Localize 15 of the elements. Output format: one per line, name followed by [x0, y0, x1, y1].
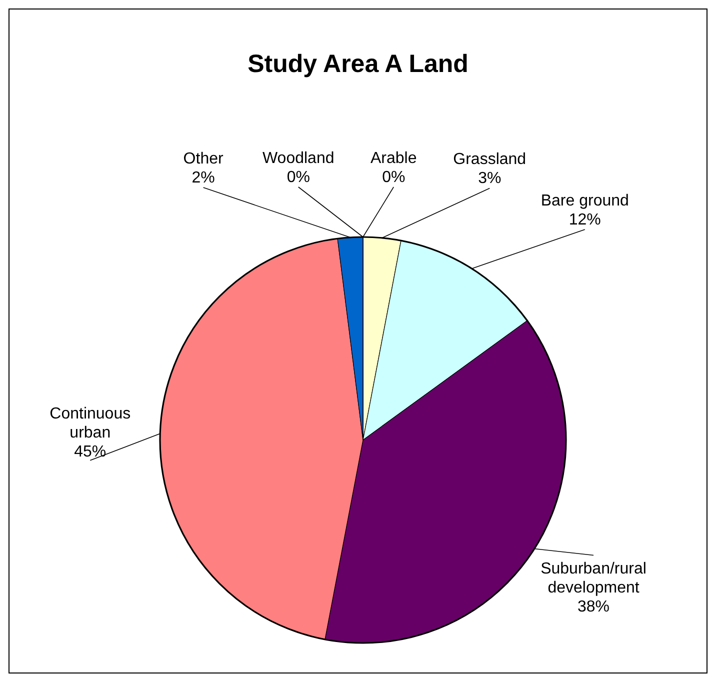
data-label: 2% [192, 170, 215, 187]
category-label: Woodland [262, 150, 334, 167]
chart-title: Study Area A Land [248, 50, 468, 78]
text: 0% [382, 169, 406, 186]
slice-label: Suburban/rural development [540, 560, 646, 596]
slice-label: Grassland [453, 151, 526, 168]
text: 0% [286, 169, 310, 186]
category-label: Arable [370, 150, 417, 167]
slice-label: Bare ground [540, 192, 629, 210]
slice-label: Continuous urban [50, 405, 131, 442]
data-label: 3% [478, 170, 502, 188]
data-label: 12% [568, 212, 601, 228]
data-label: 38% [577, 598, 610, 616]
data-label: 45% [74, 443, 106, 460]
slice-label: Other [183, 150, 224, 168]
